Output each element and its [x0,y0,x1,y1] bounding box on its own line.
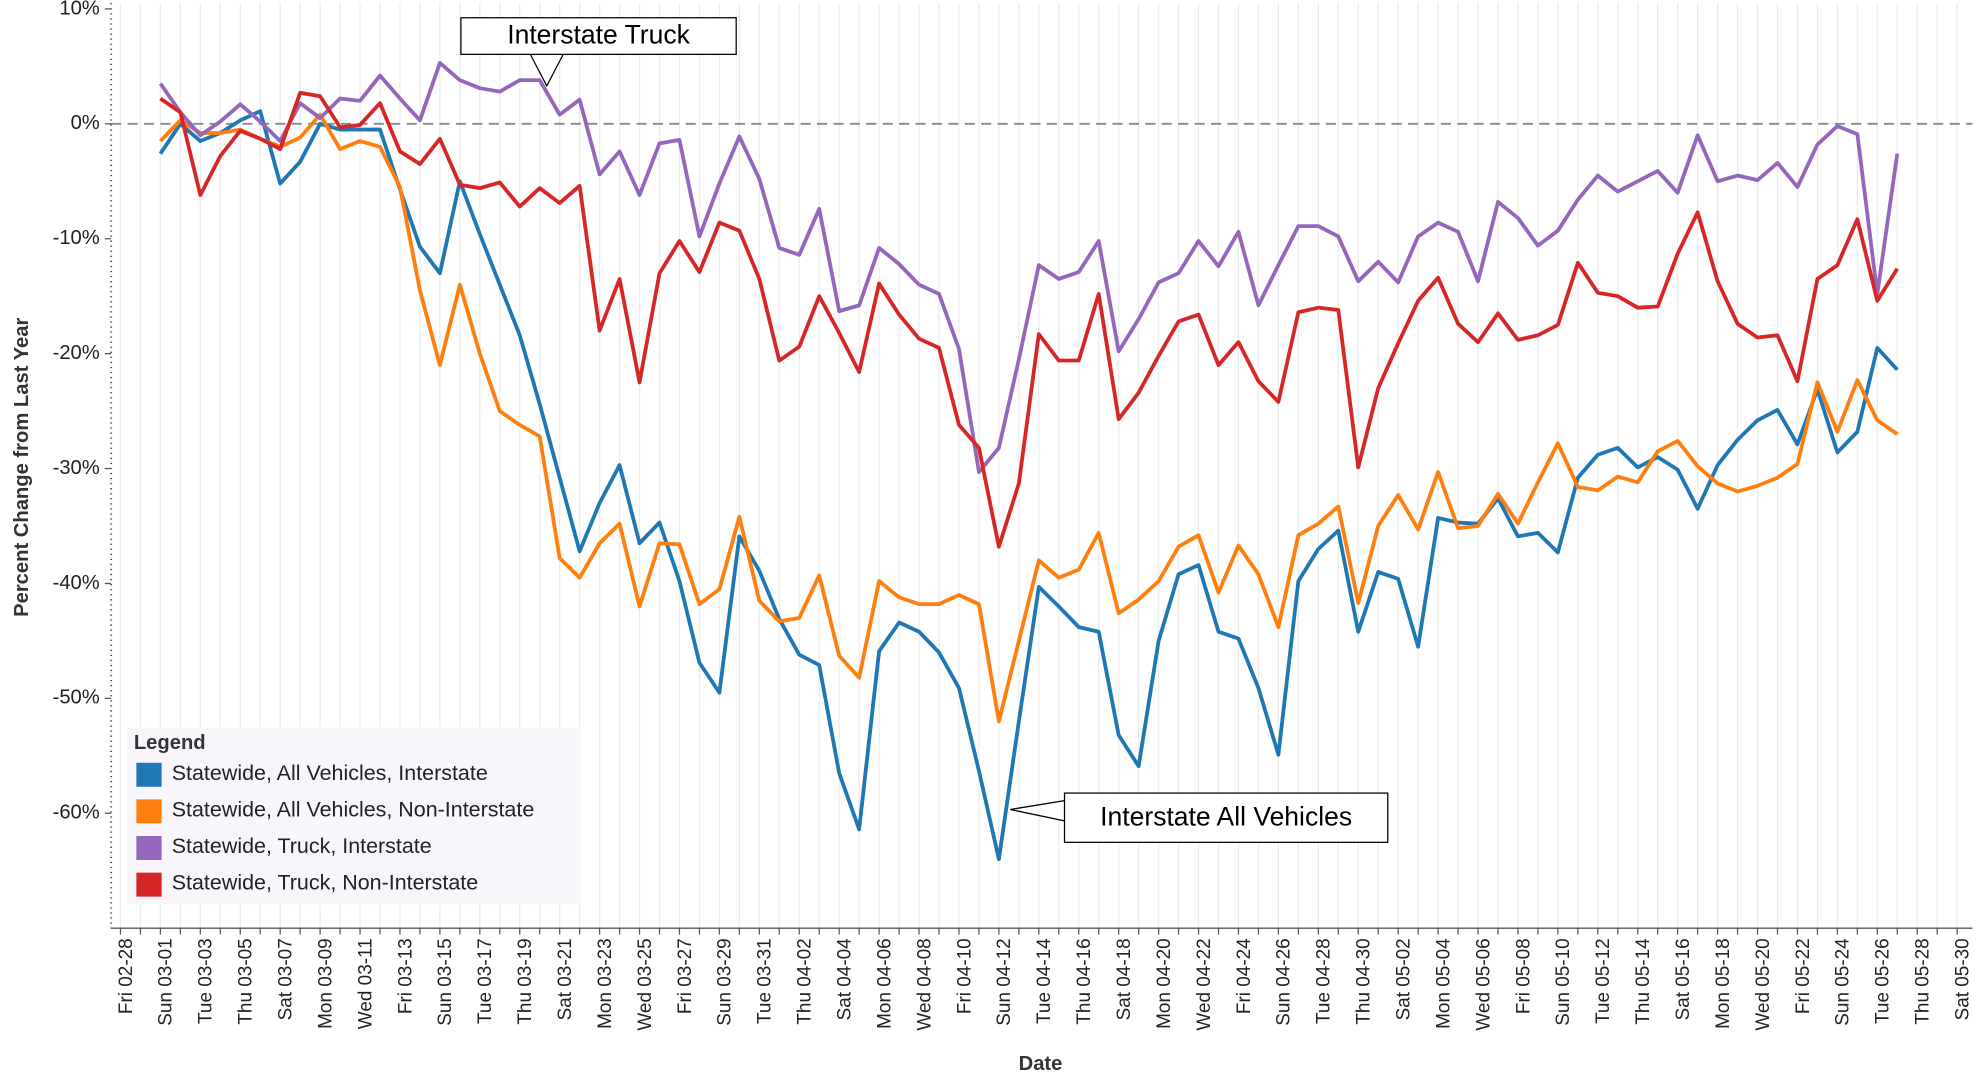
series-line [158,61,1900,474]
y-tick-label: -10% [53,227,100,249]
x-tick-label: Tue 04-14 [1034,938,1055,1024]
x-tick-label: Thu 04-16 [1074,938,1095,1024]
annotation-pointer [1010,800,1065,822]
annotation: Interstate All Vehicles [1100,801,1352,831]
x-tick-label: Sun 05-24 [1833,938,1854,1025]
x-tick-label: Tue 03-17 [475,938,496,1024]
series-line [159,90,1899,549]
x-tick-label: Wed 04-08 [914,938,935,1030]
lines [158,61,1900,862]
axes: Fri 02-28 Sun 03-01 Tue 03-03 Thu 03-05 Sat … [53,0,1974,1031]
annotation-box [1063,792,1389,843]
x-tick-label: Sat 04-04 [834,938,855,1020]
x-tick-label: Tue 03-03 [196,938,217,1024]
y-tick-label: -40% [53,572,100,594]
x-tick-label: Sun 03-29 [715,938,736,1025]
legend: Legend Statewide, All Vehicles, Intersta… [126,727,581,905]
x-tick-label: Thu 04-30 [1354,938,1375,1024]
x-tick-label: Wed 03-25 [635,938,656,1030]
x-tick-label: Thu 05-14 [1633,938,1654,1024]
legend-swatch [136,836,162,861]
series-line [158,109,1899,862]
x-tick-label: Wed 03-11 [355,938,376,1029]
x-tick-label: Tue 05-12 [1593,938,1614,1024]
legend-swatch [136,762,162,787]
x-tick-label: Fri 03-13 [395,938,416,1014]
y-tick-label: -60% [53,802,100,824]
x-tick-label: Mon 03-09 [315,938,336,1029]
x-tick-label: Sun 03-15 [435,938,456,1025]
x-tick-label: Sun 05-10 [1553,938,1574,1025]
annotation-box [460,17,737,55]
x-tick-label: Wed 04-22 [1194,938,1215,1030]
legend-label: Statewide, Truck, Non-Interstate [172,871,478,895]
x-tick-label: Sat 05-30 [1952,938,1973,1020]
legend-background [126,727,581,905]
x-tick-label: Sun 03-01 [156,938,177,1025]
x-tick-label: Fri 03-27 [675,938,696,1014]
annotation-pointer [529,54,564,88]
x-tick-label: Mon 03-23 [595,938,616,1029]
x-tick-label: Mon 04-06 [874,938,895,1029]
y-tick-label: 0% [71,112,100,134]
y-tick-label: -50% [53,687,100,709]
annotations: Interstate Truck Interstate All Vehicles [460,17,1389,843]
legend-swatch [136,799,162,824]
y-tick-label: 10% [59,0,99,19]
x-tick-label: Sat 03-21 [555,938,576,1020]
x-tick-label: Mon 04-20 [1154,938,1175,1029]
x-tick-label: Fri 05-22 [1793,938,1814,1014]
x-tick-label: Thu 03-05 [236,938,257,1024]
x-tick-label: Wed 05-20 [1753,938,1774,1030]
x-tick-label: Mon 05-04 [1433,938,1454,1029]
legend-label: Statewide, All Vehicles, Interstate [172,761,488,785]
legend-title: Legend [134,732,206,754]
x-tick-label: Sat 05-16 [1673,938,1694,1020]
x-tick-label: Sun 04-26 [1274,938,1295,1025]
y-axis-label: Percent Change from Last Year [11,318,33,617]
x-tick-label: Mon 05-18 [1713,938,1734,1029]
series-line [159,112,1899,724]
annotation: Interstate Truck [507,20,690,50]
x-axis-label: Date [1019,1053,1063,1075]
y-tick-label: -30% [53,457,100,479]
legend-label: Statewide, All Vehicles, Non-Interstate [172,797,535,821]
x-tick-label: Fri 04-24 [1234,938,1255,1014]
x-tick-label: Fri 05-08 [1513,938,1534,1014]
x-tick-label: Thu 04-02 [795,938,816,1024]
x-tick-label: Tue 05-26 [1873,938,1894,1024]
y-tick-label: -20% [53,342,100,364]
x-tick-label: Thu 03-19 [515,938,536,1024]
x-tick-label: Sat 04-18 [1114,938,1135,1020]
x-tick-label: Tue 04-28 [1314,938,1335,1024]
x-tick-label: Wed 05-06 [1473,938,1494,1030]
x-tick-label: Fri 04-10 [954,938,975,1014]
x-tick-label: Thu 05-28 [1913,938,1934,1024]
x-tick-label: Tue 03-31 [755,938,776,1024]
x-tick-label: Sun 04-12 [994,938,1015,1025]
legend-swatch [136,872,162,897]
legend-label: Statewide, Truck, Interstate [172,834,432,858]
x-tick-label: Fri 02-28 [116,938,137,1014]
x-tick-label: Sat 03-07 [275,938,296,1020]
x-tick-label: Sat 05-02 [1393,938,1414,1020]
